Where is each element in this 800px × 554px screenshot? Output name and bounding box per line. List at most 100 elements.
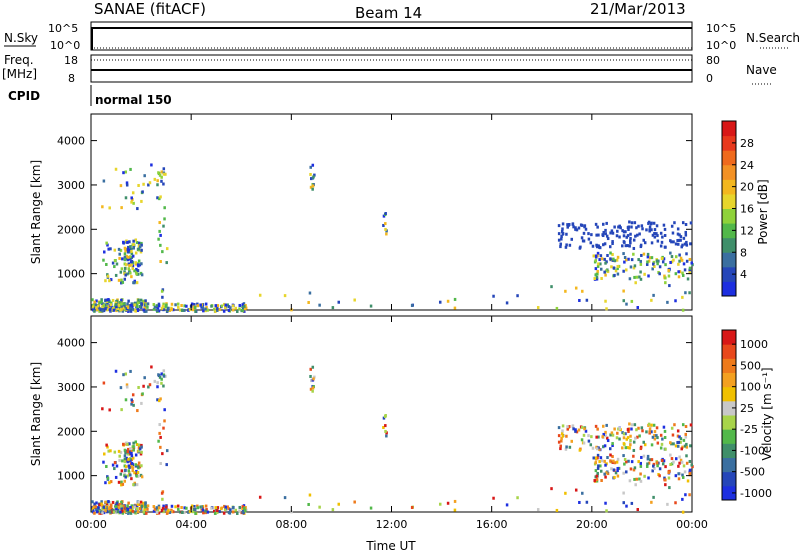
power-echo <box>622 230 626 234</box>
power-echo <box>307 300 310 304</box>
power-panel-frame <box>90 113 693 311</box>
power-echo <box>95 308 99 312</box>
power-echo <box>555 306 559 310</box>
power-echo <box>613 273 616 277</box>
velocity-echo <box>130 398 133 402</box>
colorbar-cell <box>722 208 736 224</box>
power-echo <box>152 307 156 311</box>
velocity-echo <box>133 481 137 485</box>
velocity-echo <box>216 506 220 510</box>
power-echo <box>130 259 134 263</box>
power-echo <box>603 270 606 274</box>
power-echo <box>602 222 605 226</box>
velocity-echo <box>643 474 646 478</box>
velocity-echo <box>223 504 226 508</box>
power-echo <box>222 309 226 313</box>
velocity-echo <box>140 504 144 508</box>
velocity-echo <box>120 500 123 504</box>
power-echo <box>337 300 341 304</box>
power-echo <box>114 167 118 171</box>
velocity-echo <box>139 500 143 504</box>
velocity-echo <box>108 481 111 485</box>
velocity-echo <box>630 460 634 464</box>
velocity-echo <box>642 454 646 458</box>
power-echo <box>604 299 607 303</box>
velocity-echo <box>148 383 152 387</box>
power-echo <box>592 254 596 258</box>
velocity-echo <box>604 430 607 434</box>
velocity-echo <box>109 505 113 509</box>
velocity-echo <box>331 508 335 512</box>
power-echo <box>353 298 356 302</box>
velocity-echo <box>566 425 569 429</box>
velocity-echo <box>174 505 177 509</box>
velocity-echo <box>134 453 138 457</box>
velocity-echo <box>647 476 650 480</box>
velocity-echo <box>627 459 630 463</box>
velocity-echo <box>134 463 138 467</box>
power-echo <box>101 205 104 209</box>
power-echo <box>571 222 575 226</box>
power-echo <box>667 269 670 273</box>
power-echo <box>95 306 98 310</box>
power-echo <box>629 236 632 240</box>
velocity-echo <box>145 504 148 508</box>
colorbar-cell <box>722 330 736 345</box>
power-echo <box>135 302 139 306</box>
velocity-echo <box>110 503 113 507</box>
velocity-echo <box>113 461 117 465</box>
velocity-echo <box>622 454 625 458</box>
power-echo <box>201 306 205 310</box>
velocity-echo <box>124 475 127 479</box>
velocity-echo <box>114 505 118 509</box>
power-echo <box>622 269 625 273</box>
power-echo <box>677 242 680 246</box>
power-echo <box>234 306 238 310</box>
power-echo <box>669 239 672 243</box>
velocity-echo <box>611 455 614 459</box>
velocity-echo <box>613 461 617 465</box>
power-echo <box>676 227 680 231</box>
velocity-echo <box>120 480 123 484</box>
velocity-echo <box>105 502 109 506</box>
power-echo <box>123 270 126 274</box>
power-echo <box>112 308 116 312</box>
velocity-echo <box>611 433 615 437</box>
velocity-echo <box>136 474 140 478</box>
velocity-echo <box>627 430 630 434</box>
power-echo <box>590 233 593 237</box>
power-echo <box>565 232 568 236</box>
velocity-echo <box>129 369 132 373</box>
power-echo <box>595 245 599 249</box>
power-echo <box>623 260 626 264</box>
power-echo <box>677 270 680 274</box>
velocity-echo <box>667 476 671 480</box>
power-echo <box>655 259 659 263</box>
velocity-echo <box>624 432 627 436</box>
power-echo <box>210 304 213 308</box>
power-echo <box>165 261 168 265</box>
power-echo <box>630 258 634 262</box>
velocity-echo <box>138 465 142 469</box>
power-echo <box>679 235 683 239</box>
y-tick-label: 1000 <box>57 470 85 483</box>
velocity-echo <box>108 510 112 514</box>
power-echo <box>123 246 127 250</box>
power-echo <box>650 241 654 245</box>
power-echo <box>143 309 146 313</box>
nave-label: Nave <box>746 63 777 77</box>
power-echo <box>115 262 119 266</box>
power-echo <box>670 260 674 264</box>
velocity-echo <box>238 505 242 509</box>
power-echo <box>651 267 654 271</box>
power-echo <box>121 306 125 310</box>
power-echo <box>115 299 119 303</box>
power-echo <box>650 298 653 302</box>
power-echo <box>453 297 457 301</box>
power-echo <box>650 228 653 232</box>
power-echo <box>95 299 98 303</box>
nsearch-tick-bottom: 10^0 <box>706 39 736 52</box>
colorbar-cell <box>722 485 736 501</box>
velocity-echo <box>241 510 244 514</box>
power-echo <box>618 224 621 228</box>
